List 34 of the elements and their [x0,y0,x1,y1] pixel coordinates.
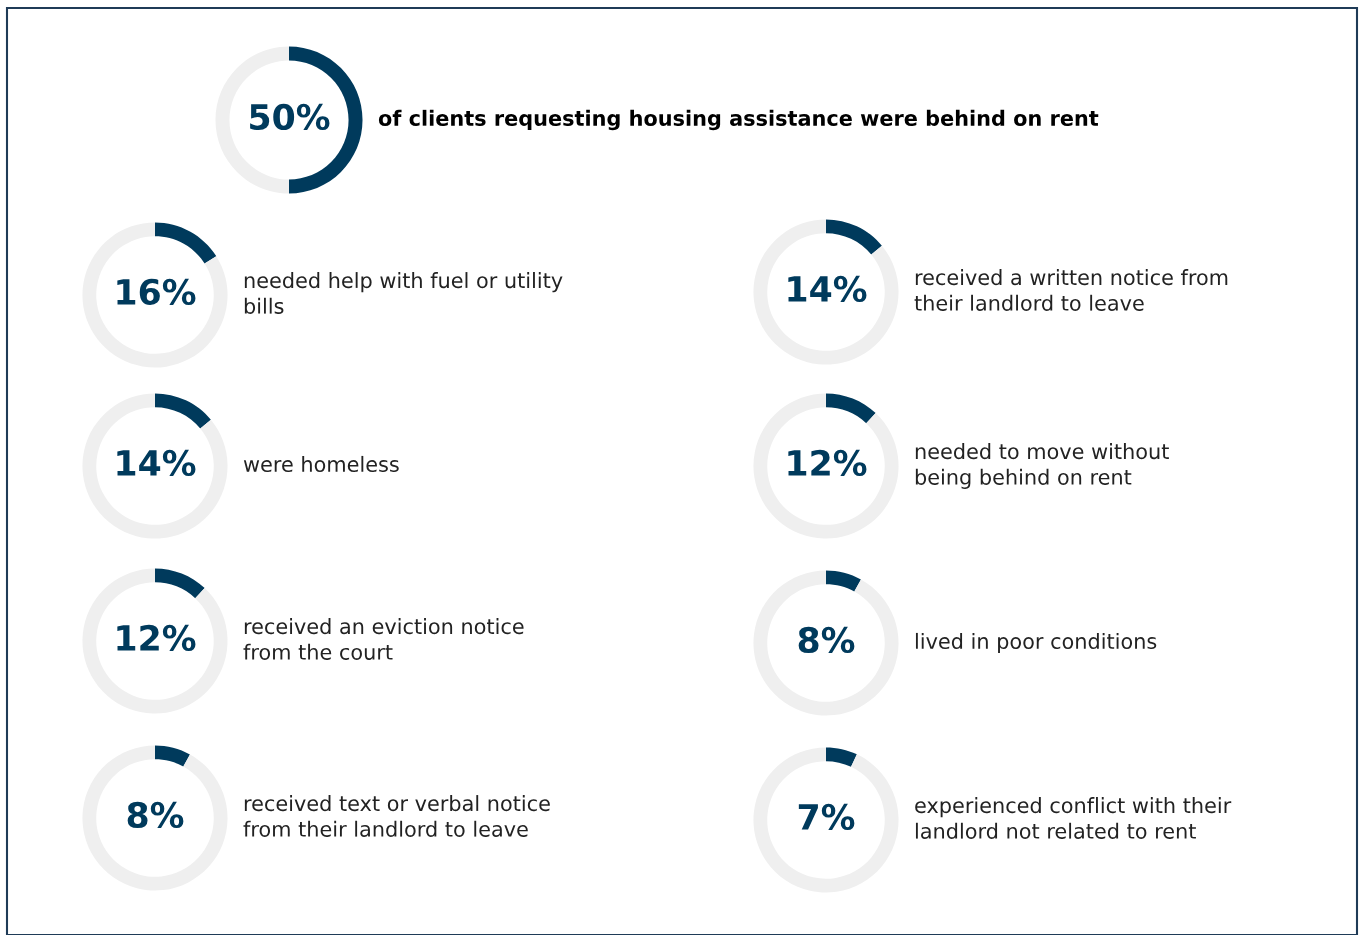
text: needed help with fuel or utility bills [244,272,563,314]
text: received text or verbal notice from their landlord to leave [243,795,550,837]
data-label: 12% [117,624,196,652]
data-label: 14% [117,449,196,477]
donut-slice [82,393,228,539]
donut-slice [753,219,899,365]
text: received a written notice from their landlord to leave [914,269,1228,311]
donut-slice [753,393,899,539]
donut-slice [82,745,228,891]
text: experienced conflict with their landlord not related to rent [915,797,1232,839]
donut-slice [82,568,228,714]
text: needed to move without being behind on rent [915,443,1169,489]
data-label: 16% [117,278,196,306]
data-label: 8% [798,626,855,654]
data-label: 14% [788,275,867,303]
text: received an eviction notice from the court [243,618,524,660]
donut-slice [155,745,190,767]
data-label: 12% [788,449,867,477]
donut-slice [826,747,857,767]
data-label: 8% [127,801,184,829]
data-label: 7% [798,803,855,831]
text: were homeless [243,455,399,473]
donut-slice [82,222,228,368]
text: lived in poor conditions [915,632,1157,654]
donut-slice [826,393,876,424]
donut-slice [155,568,205,599]
data-label: 50% [250,103,330,131]
donut-slice [155,222,217,264]
donut-slice [826,570,861,592]
donut-slice [753,747,899,893]
donut-slice [155,393,211,429]
text: of clients requesting housing assistance were behind on rent [378,109,1099,131]
donut-slice [826,219,882,255]
donut-slice [753,570,899,716]
